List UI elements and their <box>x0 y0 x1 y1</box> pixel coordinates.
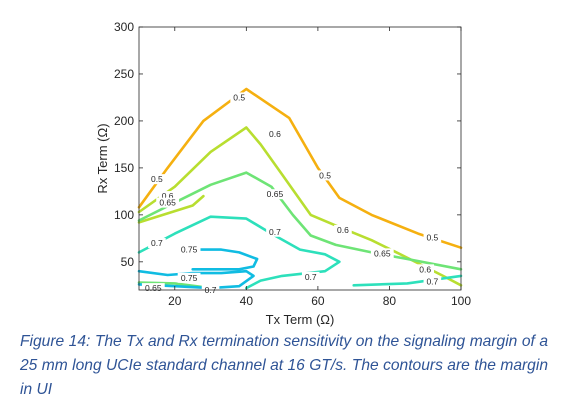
y-tick-label: 200 <box>114 114 134 128</box>
contour-line-0_7-0 <box>137 215 341 290</box>
contour-line-0_7-1 <box>352 274 463 287</box>
contour-figure: 0.50.50.50.50.60.60.60.60.650.650.650.65… <box>95 20 471 327</box>
x-axis-label: Tx Term (Ω) <box>266 312 335 327</box>
figure-caption: Figure 14: The Tx and Rx termination sen… <box>20 333 548 398</box>
contour-label-bg <box>301 271 320 282</box>
contour-label-bg <box>316 170 334 181</box>
contour-label-0_65: 0.65 <box>267 189 284 199</box>
x-tick-label: 100 <box>451 294 471 308</box>
contour-label-0_5: 0.5 <box>233 92 245 102</box>
contour-label-bg <box>263 189 287 200</box>
contour-label-bg <box>177 272 201 283</box>
contour-label-0_5: 0.5 <box>426 232 438 242</box>
contour-label-0_6: 0.6 <box>337 225 349 235</box>
contour-label-0_6: 0.6 <box>269 129 281 139</box>
contour-label-bg <box>334 224 352 235</box>
contour-label-0_7: 0.7 <box>426 277 438 287</box>
contour-label-0_65: 0.65 <box>374 248 391 258</box>
contour-label-bg <box>423 276 442 287</box>
y-tick-label: 150 <box>114 161 134 175</box>
contour-line-0_65-0 <box>137 171 463 271</box>
contour-label-0_5: 0.5 <box>151 174 163 184</box>
contour-label-bg <box>156 197 180 208</box>
y-tick-label: 300 <box>114 20 134 34</box>
plot-area: 0.50.50.50.50.60.60.60.60.650.650.650.65… <box>95 20 471 327</box>
contour-label-0_65: 0.65 <box>159 198 176 208</box>
y-tick-label: 50 <box>121 255 135 269</box>
contour-line-0_6-1 <box>137 194 205 224</box>
contour-label-0_75: 0.75 <box>181 273 198 283</box>
x-tick-label: 40 <box>240 294 254 308</box>
contour-label-0_6: 0.6 <box>162 191 174 201</box>
contour-label-0_75: 0.75 <box>181 245 198 255</box>
contour-line-0_75-1 <box>191 248 259 271</box>
x-tick-label: 80 <box>383 294 397 308</box>
contour-line-0_6-0 <box>137 126 463 287</box>
contour-label-bg <box>141 283 165 294</box>
contour-label-0_65: 0.65 <box>145 283 162 293</box>
axes-box <box>138 26 462 291</box>
contour-label-bg <box>177 244 201 255</box>
contour-label-bg <box>416 264 435 275</box>
contour-label-bg <box>266 129 284 140</box>
contour-label-0_7: 0.7 <box>269 227 281 237</box>
contour-label-0_7: 0.7 <box>305 272 317 282</box>
contour-label-0_7: 0.7 <box>151 238 163 248</box>
contour-label-bg <box>148 174 166 185</box>
x-tick-label: 20 <box>168 294 182 308</box>
x-tick-label: 60 <box>311 294 325 308</box>
contour-label-0_5: 0.5 <box>319 170 331 180</box>
contour-line-0_5-0 <box>137 87 463 249</box>
contour-label-bg <box>423 232 442 243</box>
contour-label-bg <box>370 248 394 259</box>
y-tick-label: 100 <box>114 208 134 222</box>
contour-label-bg <box>148 238 166 249</box>
y-axis-label: Rx Term (Ω) <box>95 123 110 193</box>
contour-label-bg <box>230 92 248 103</box>
contour-label-bg <box>266 226 284 237</box>
y-tick-label: 250 <box>114 67 134 81</box>
contour-label-0_6: 0.6 <box>419 264 431 274</box>
contour-label-bg <box>158 191 177 202</box>
